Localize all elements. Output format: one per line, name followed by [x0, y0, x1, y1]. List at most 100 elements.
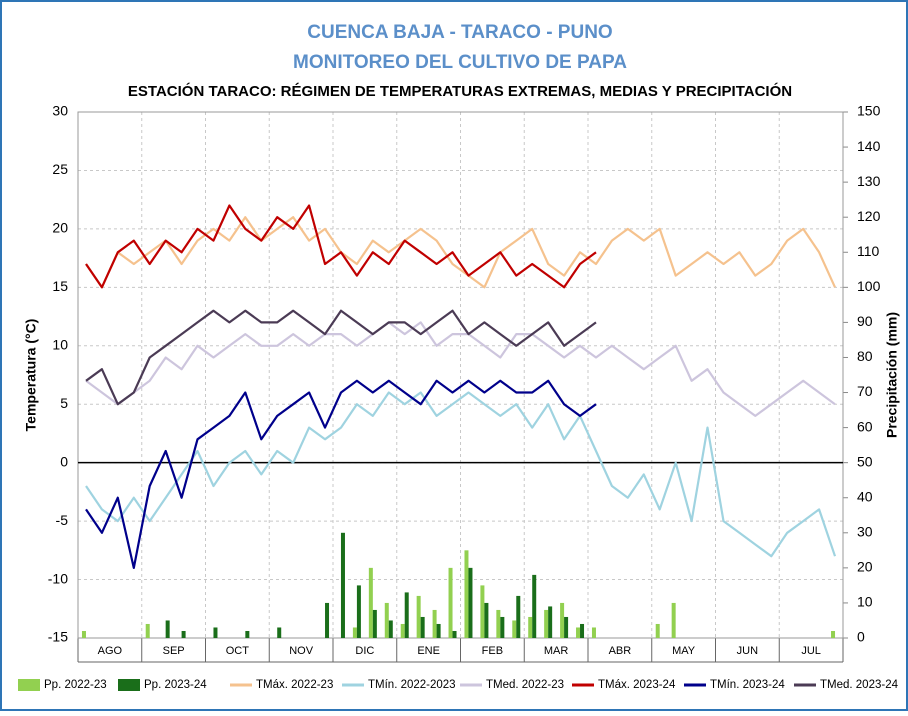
y2-tick-label: 50	[857, 453, 873, 469]
y-tick-label: 15	[52, 278, 68, 294]
y2-tick-label: 20	[857, 559, 873, 575]
bar	[420, 616, 425, 638]
x-tick-label: FEB	[482, 645, 503, 657]
bar	[548, 606, 553, 638]
line	[85, 391, 837, 558]
y2-tick-label: 40	[857, 488, 873, 504]
y2-tick-label: 0	[857, 629, 865, 645]
bar	[372, 609, 377, 638]
bar	[480, 585, 485, 638]
bar	[500, 616, 505, 638]
bar	[448, 567, 453, 638]
y-tick-label: 10	[52, 336, 68, 352]
legend-label: TMed. 2023-24	[820, 679, 899, 691]
y-axis-label: Temperatura (°C)	[23, 319, 39, 432]
x-tick-label: ENE	[417, 645, 440, 657]
bar	[400, 623, 405, 638]
plot-area	[77, 111, 844, 639]
bar	[81, 630, 86, 638]
bar	[388, 620, 393, 638]
bar	[165, 620, 170, 638]
y2-tick-label: 130	[857, 173, 881, 189]
bar	[452, 630, 457, 638]
bar	[325, 602, 330, 638]
bar	[512, 620, 517, 638]
bar	[432, 609, 437, 638]
legend-label: TMín. 2022-2023	[368, 679, 456, 691]
line	[85, 379, 597, 569]
y-tick-label: -10	[48, 570, 68, 586]
x-tick-label: DIC	[355, 645, 374, 657]
y2-tick-label: 150	[857, 103, 881, 119]
chart-title: CUENCA BAJA - TARACO - PUNO	[307, 22, 612, 43]
bar	[368, 567, 373, 638]
x-tick-label: SEP	[163, 645, 185, 657]
y-tick-label: 0	[60, 453, 68, 469]
line	[85, 309, 597, 406]
y-tick-label: -5	[56, 512, 69, 528]
bar	[560, 602, 565, 638]
y-tick-label: -15	[48, 629, 68, 645]
chart-subtitle: MONITOREO DEL CULTIVO DE PAPA	[293, 52, 627, 73]
bar	[384, 602, 389, 638]
x-tick-label: OCT	[226, 645, 250, 657]
bar	[655, 623, 660, 638]
legend-label: Pp. 2022-23	[44, 679, 107, 691]
bar	[496, 609, 501, 638]
bar	[671, 602, 676, 638]
bar	[532, 574, 537, 638]
bar	[181, 630, 186, 638]
legend-label: TMed. 2022-23	[486, 679, 564, 691]
line	[85, 216, 837, 289]
y-tick-label: 5	[60, 395, 68, 411]
x-tick-label: JUL	[801, 645, 821, 657]
y2-tick-label: 140	[857, 138, 881, 154]
y2-axis-label: Precipitación (mm)	[884, 312, 900, 438]
y2-tick-label: 60	[857, 418, 873, 434]
legend-label: TMáx. 2023-24	[598, 679, 676, 691]
legend-label: Pp. 2023-24	[144, 679, 207, 691]
y2-tick-label: 10	[857, 594, 873, 610]
x-tick-label: AGO	[98, 645, 123, 657]
y2-tick-label: 120	[857, 208, 881, 224]
y2-tick-label: 110	[857, 243, 880, 259]
y-tick-label: 25	[52, 161, 68, 177]
y2-tick-label: 70	[857, 383, 873, 399]
bar	[436, 623, 441, 638]
chart-heading: ESTACIÓN TARACO: RÉGIMEN DE TEMPERATURAS…	[128, 82, 792, 100]
y-tick-label: 30	[52, 103, 68, 119]
bar	[576, 627, 581, 638]
bar	[468, 567, 473, 638]
bar	[404, 592, 409, 638]
bar	[416, 595, 421, 638]
legend-swatch	[118, 679, 140, 691]
y2-tick-label: 100	[857, 278, 881, 294]
y2-tick-label: 30	[857, 524, 873, 540]
bar	[245, 630, 250, 638]
y2-tick-label: 90	[857, 313, 873, 329]
x-tick-label: MAR	[544, 645, 569, 657]
bar	[484, 602, 489, 638]
bar	[145, 623, 150, 638]
bar	[580, 623, 585, 638]
line	[85, 321, 836, 417]
y-tick-label: 20	[52, 220, 68, 236]
bar	[356, 585, 361, 638]
legend-swatch	[18, 679, 40, 691]
bar	[528, 616, 533, 638]
bar	[591, 627, 596, 638]
x-tick-label: JUN	[737, 645, 758, 657]
bar	[831, 630, 836, 638]
bar	[544, 609, 549, 638]
bar	[564, 616, 569, 638]
bar	[516, 595, 521, 638]
bar	[213, 627, 218, 638]
bar	[340, 532, 345, 638]
bar	[464, 550, 469, 638]
legend-label: TMín. 2023-24	[710, 679, 785, 691]
y2-tick-label: 80	[857, 348, 873, 364]
line	[85, 204, 597, 289]
bar	[352, 627, 357, 638]
